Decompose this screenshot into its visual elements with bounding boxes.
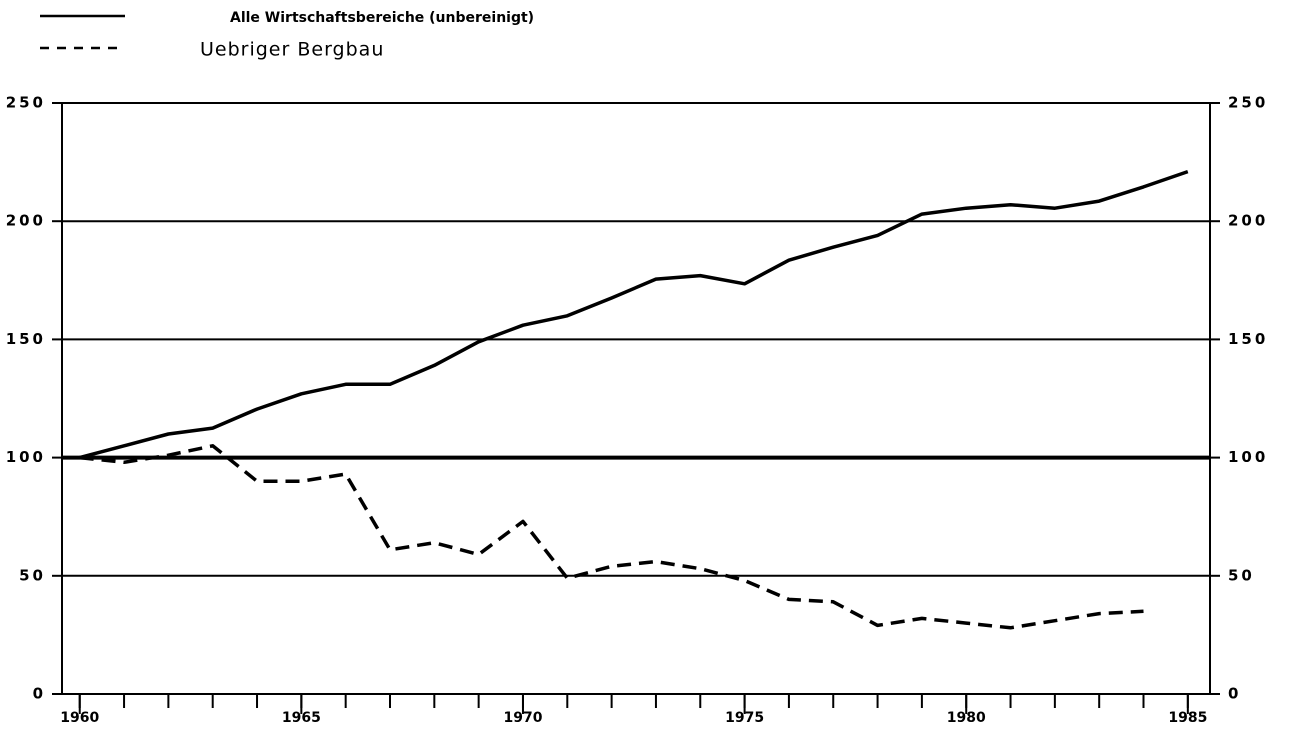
series-line	[79, 169, 1189, 460]
y2-tick-label: 0	[1228, 685, 1241, 703]
series-line	[79, 444, 1144, 630]
y-tick-label: 150	[6, 330, 46, 348]
y2-tick-label: 250	[1228, 94, 1268, 112]
x-tick-label: 1965	[282, 710, 321, 726]
y-tick-label: 0	[33, 685, 46, 703]
legend-label: Uebriger Bergbau	[200, 39, 384, 61]
y-tick-label: 200	[6, 212, 46, 230]
y-tick-label: 100	[6, 448, 46, 466]
x-tick-label: 1975	[725, 710, 764, 726]
legend-label: Alle Wirtschaftsbereiche (unbereinigt)	[230, 10, 534, 26]
y2-tick-label: 100	[1228, 448, 1268, 466]
x-tick-label: 1980	[947, 710, 986, 726]
y-tick-label: 50	[19, 566, 46, 584]
y2-tick-label: 200	[1228, 212, 1268, 230]
x-tick-label: 1960	[60, 710, 99, 726]
x-tick-label: 1970	[503, 710, 542, 726]
y2-tick-label: 50	[1228, 566, 1255, 584]
y-tick-label: 250	[6, 94, 46, 112]
y2-tick-label: 150	[1228, 330, 1268, 348]
x-tick-label: 1985	[1168, 710, 1207, 726]
